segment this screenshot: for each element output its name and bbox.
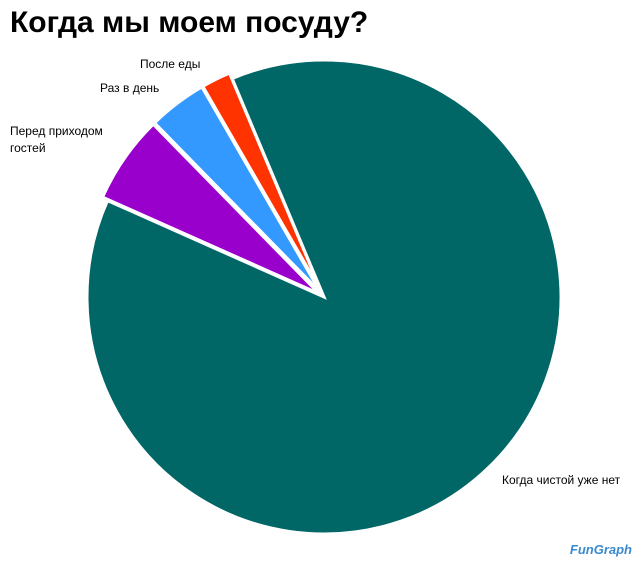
slice-label: После еды (140, 57, 201, 71)
watermark: FunGraph (569, 542, 632, 557)
slice-label: Когда чистой уже нет (502, 473, 621, 487)
slice-label: Раз в день (100, 81, 160, 95)
chart-title: Когда мы моем посуду? (10, 6, 369, 39)
pie-slice (100, 122, 321, 295)
slice-label: Перед приходом гостей (10, 124, 103, 155)
pie-slice (200, 71, 323, 293)
pie-slice (85, 58, 563, 536)
